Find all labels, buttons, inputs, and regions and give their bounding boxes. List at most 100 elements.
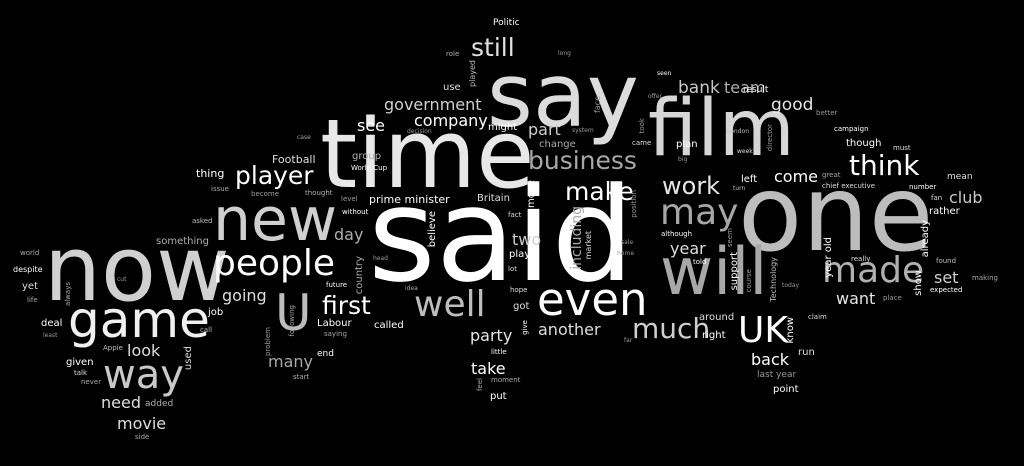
word-see: see [357,116,386,135]
word-use: use [443,82,461,93]
word-new: new [213,185,338,255]
word-hope: hope [510,286,528,294]
word-came: came [632,139,652,147]
word-though: though [846,138,882,149]
word-although: although [661,230,693,238]
word-without: without [342,208,369,216]
word-play: play [509,249,531,260]
word-already: already [920,220,931,258]
word-case: case [297,134,311,141]
word-government: government [384,95,482,114]
word-problem: problem [264,327,272,356]
word-movie: movie [117,414,167,433]
word-say: say [487,44,639,147]
word-become: become [251,190,280,198]
word-year: year [670,239,706,258]
word-point: point [773,384,799,395]
word-campaign: campaign [834,125,869,133]
word-mean: mean [947,172,973,182]
word-great: great [822,171,841,179]
word-moment: moment [491,376,521,384]
word-may: may [660,192,739,233]
word-got: got [513,301,530,312]
word-football: Football [272,153,316,166]
word-show: show [913,270,924,296]
word-found: found [936,257,957,265]
word-saying: saying [324,330,347,338]
word-yet: yet [22,281,38,292]
word-thought: thought [305,189,333,197]
word-cut: cut [117,276,127,283]
word-today: today [782,282,800,289]
word-idea: idea [405,285,418,292]
word-politic: Politic [493,18,520,28]
word-following: following [288,305,296,337]
word-least: least [43,332,58,339]
word-face: face [593,96,602,114]
word-better: better [816,109,838,117]
word-come: come [774,167,819,186]
word-year-old: year old [823,237,834,278]
word-always: always [64,282,72,307]
word-business: business [528,146,637,175]
word-even: even [537,273,648,326]
word-club: club [949,188,983,207]
word-london: London [727,128,749,135]
word-seem: seem [726,228,734,248]
word-left: left [741,174,758,185]
word-run: run [798,347,815,358]
word-talk: talk [74,369,88,377]
word-made: made [822,250,925,291]
word-took: took [638,118,646,134]
word-country: country [354,256,365,295]
word-role: role [446,50,460,58]
word-system: system [572,127,594,134]
word-must: must [893,144,911,152]
word-week: week [737,148,753,155]
word-take: take [471,359,506,378]
word-chief-executive: chief executive [822,182,876,190]
word-might: might [488,122,518,133]
word-sale: sale [621,239,634,246]
word-give: give [521,320,529,335]
word-feel: feel [476,378,484,392]
word-deal: deal [41,318,63,329]
word-head: head [373,255,388,262]
word-level: level [341,195,358,203]
word-change: change [539,139,576,150]
word-group: group [352,151,382,162]
word-believe: believe [427,211,438,248]
word-lot: lot [508,265,517,273]
word-one: one [738,153,934,275]
word-market: market [584,231,593,260]
word-another: another [538,320,601,339]
word-two: two [512,230,542,249]
word-used: used [183,346,194,371]
word-issue: issue [211,185,229,193]
word-last-year: last year [757,370,797,380]
word-many: many [268,352,313,371]
word-support: support [729,252,740,291]
word-much: much [632,312,711,345]
word-expected: expected [930,286,963,294]
word-around: around [699,312,735,323]
word-time: time [320,100,535,210]
word-claim: claim [808,313,827,321]
word-way: way [103,352,184,398]
word-including: including [569,206,585,270]
word-offer: offer [648,93,662,100]
word-something: something [156,236,209,247]
word-labour: Labour [317,318,352,329]
word-little: little [491,348,507,356]
word-think: think [849,149,920,182]
word-well: well [414,284,486,325]
word-position: position [630,190,638,218]
word-called: called [374,320,404,331]
word-really: really [851,255,871,263]
word-end: end [317,349,334,359]
word-party: party [470,326,513,345]
word-technology: Technology [769,257,778,302]
word-will: will [660,235,768,310]
word-world: world [20,249,40,257]
